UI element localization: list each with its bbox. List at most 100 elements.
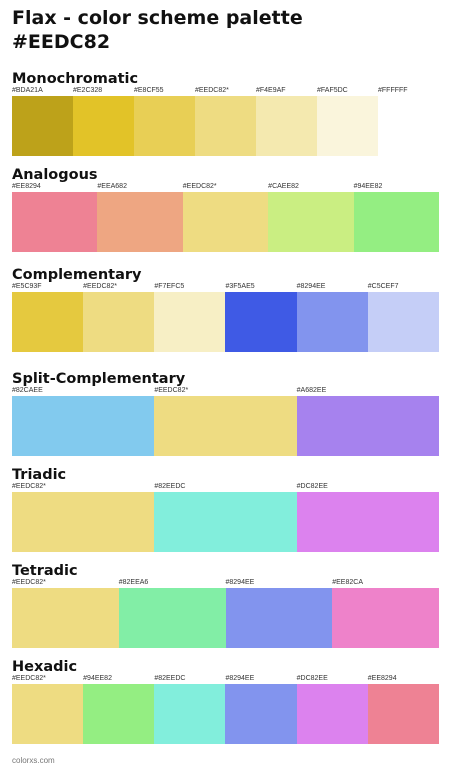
swatch-row: #82CAEE #EEDC82* #A682EE <box>12 387 439 456</box>
swatch-color-block[interactable] <box>296 396 439 456</box>
color-swatch[interactable]: #FAF5DC <box>317 87 378 156</box>
swatch-color-block[interactable] <box>118 588 226 648</box>
color-swatch[interactable]: #DC82EE <box>296 675 368 744</box>
swatch-hex-label: #FAF5DC <box>317 87 348 94</box>
swatch-color-block[interactable] <box>367 292 439 352</box>
color-swatch[interactable]: #8294EE <box>225 579 333 648</box>
swatch-hex-label: #EEDC82* <box>195 87 229 94</box>
color-swatch[interactable]: #82EEDC <box>154 675 226 744</box>
color-swatch[interactable]: #E5C93F <box>12 283 84 352</box>
color-swatch[interactable]: #EEDC82* <box>154 387 297 456</box>
color-swatch[interactable]: #EEDC82* <box>182 183 269 252</box>
swatch-color-block[interactable] <box>12 192 98 252</box>
color-swatch[interactable]: #8294EE <box>296 283 368 352</box>
swatch-color-block[interactable] <box>12 492 155 552</box>
swatch-hex-label: #EEA682 <box>97 183 127 190</box>
swatch-color-block[interactable] <box>12 292 84 352</box>
palette-section-triadic: Triadic #EEDC82* #82EEDC #DC82EE <box>12 466 439 552</box>
color-swatch[interactable]: #3F5AE5 <box>225 283 297 352</box>
swatch-color-block[interactable] <box>268 192 354 252</box>
footer-site-credit: colorxs.com <box>12 756 55 765</box>
color-swatch[interactable]: #EEDC82* <box>12 675 84 744</box>
color-swatch[interactable]: #EE8294 <box>367 675 439 744</box>
swatch-color-block[interactable] <box>296 684 368 744</box>
color-swatch[interactable]: #F4E9AF <box>256 87 317 156</box>
swatch-color-block[interactable] <box>367 684 439 744</box>
palette-section-monochromatic: Monochromatic #BDA21A #E2C328 #E8CF55 #EEDC8… <box>12 70 439 156</box>
swatch-color-block[interactable] <box>225 588 333 648</box>
color-swatch[interactable]: #F7EFC5 <box>154 283 226 352</box>
swatch-hex-label: #EEDC82* <box>83 283 118 290</box>
swatch-color-block[interactable] <box>256 96 317 156</box>
swatch-color-block[interactable] <box>154 492 297 552</box>
swatch-color-block[interactable] <box>296 292 368 352</box>
page-title: Flax - color scheme palette #EEDC82 <box>12 6 303 54</box>
swatch-hex-label: #EEDC82* <box>182 183 217 190</box>
color-swatch[interactable]: #E2C328 <box>73 87 134 156</box>
palette-section-hexadic: Hexadic #EEDC82* #94EE82 #82EEDC #8294EE #DC8… <box>12 658 439 744</box>
swatch-row: #EEDC82* #94EE82 #82EEDC #8294EE #DC82EE #EE8… <box>12 675 439 744</box>
color-swatch[interactable]: #FFFFFF <box>378 87 439 156</box>
color-swatch[interactable]: #82EEA6 <box>118 579 226 648</box>
color-swatch[interactable]: #EE82CA <box>332 579 439 648</box>
swatch-hex-label: #F7EFC5 <box>154 283 185 290</box>
swatch-color-block[interactable] <box>378 96 439 156</box>
section-title: Analogous <box>12 167 98 183</box>
color-swatch[interactable]: #94EE82 <box>353 183 439 252</box>
swatch-color-block[interactable] <box>317 96 378 156</box>
color-swatch[interactable]: #E8CF55 <box>134 87 195 156</box>
color-swatch[interactable]: #DC82EE <box>296 483 439 552</box>
swatch-row: #E5C93F #EEDC82* #F7EFC5 #3F5AE5 #8294EE #C5C… <box>12 283 439 352</box>
swatch-color-block[interactable] <box>83 292 155 352</box>
color-swatch[interactable]: #C5CEF7 <box>367 283 439 352</box>
color-swatch[interactable]: #EEDC82* <box>12 483 155 552</box>
swatch-color-block[interactable] <box>154 684 226 744</box>
page-title-line-1: Flax - color scheme palette <box>12 7 303 29</box>
palette-section-tetradic: Tetradic #EEDC82* #82EEA6 #8294EE #EE82CA <box>12 562 439 648</box>
swatch-color-block[interactable] <box>195 96 256 156</box>
color-swatch[interactable]: #BDA21A <box>12 87 73 156</box>
swatch-color-block[interactable] <box>12 588 119 648</box>
color-swatch[interactable]: #8294EE <box>225 675 297 744</box>
swatch-color-block[interactable] <box>353 192 439 252</box>
swatch-color-block[interactable] <box>154 292 226 352</box>
color-swatch[interactable]: #EEDC82* <box>83 283 155 352</box>
swatch-hex-label: #A682EE <box>296 387 327 394</box>
swatch-color-block[interactable] <box>225 684 297 744</box>
swatch-color-block[interactable] <box>182 192 269 252</box>
swatch-hex-label: #BDA21A <box>12 87 43 94</box>
section-title: Monochromatic <box>12 71 139 87</box>
swatch-color-block[interactable] <box>12 684 84 744</box>
color-swatch[interactable]: #A682EE <box>296 387 439 456</box>
swatch-color-block[interactable] <box>12 396 155 456</box>
color-swatch[interactable]: #94EE82 <box>83 675 155 744</box>
swatch-color-block[interactable] <box>12 96 73 156</box>
color-swatch[interactable]: #EEA682 <box>97 183 183 252</box>
swatch-hex-label: #EE82CA <box>332 579 363 586</box>
swatch-hex-label: #CAEE82 <box>268 183 299 190</box>
swatch-color-block[interactable] <box>332 588 439 648</box>
swatch-color-block[interactable] <box>225 292 297 352</box>
swatch-color-block[interactable] <box>134 96 195 156</box>
color-swatch[interactable]: #EEDC82* <box>12 579 119 648</box>
color-swatch[interactable]: #82EEDC <box>154 483 297 552</box>
color-swatch[interactable]: #EE8294 <box>12 183 98 252</box>
swatch-color-block[interactable] <box>73 96 134 156</box>
section-title: Triadic <box>12 467 67 483</box>
swatch-color-block[interactable] <box>154 396 297 456</box>
swatch-hex-label: #82EEA6 <box>118 579 149 586</box>
swatch-hex-label: #FFFFFF <box>378 87 408 94</box>
swatch-hex-label: #F4E9AF <box>256 87 286 94</box>
swatch-color-block[interactable] <box>97 192 183 252</box>
color-swatch[interactable]: #EEDC82* <box>195 87 256 156</box>
swatch-hex-label: #8294EE <box>225 675 255 682</box>
swatch-color-block[interactable] <box>83 684 155 744</box>
swatch-hex-label: #DC82EE <box>296 483 328 490</box>
swatch-hex-label: #8294EE <box>225 579 255 586</box>
section-title: Hexadic <box>12 659 78 675</box>
section-title: Split-Complementary <box>12 371 186 387</box>
color-swatch[interactable]: #CAEE82 <box>268 183 354 252</box>
color-swatch[interactable]: #82CAEE <box>12 387 155 456</box>
swatch-hex-label: #82EEDC <box>154 675 186 682</box>
swatch-color-block[interactable] <box>296 492 439 552</box>
